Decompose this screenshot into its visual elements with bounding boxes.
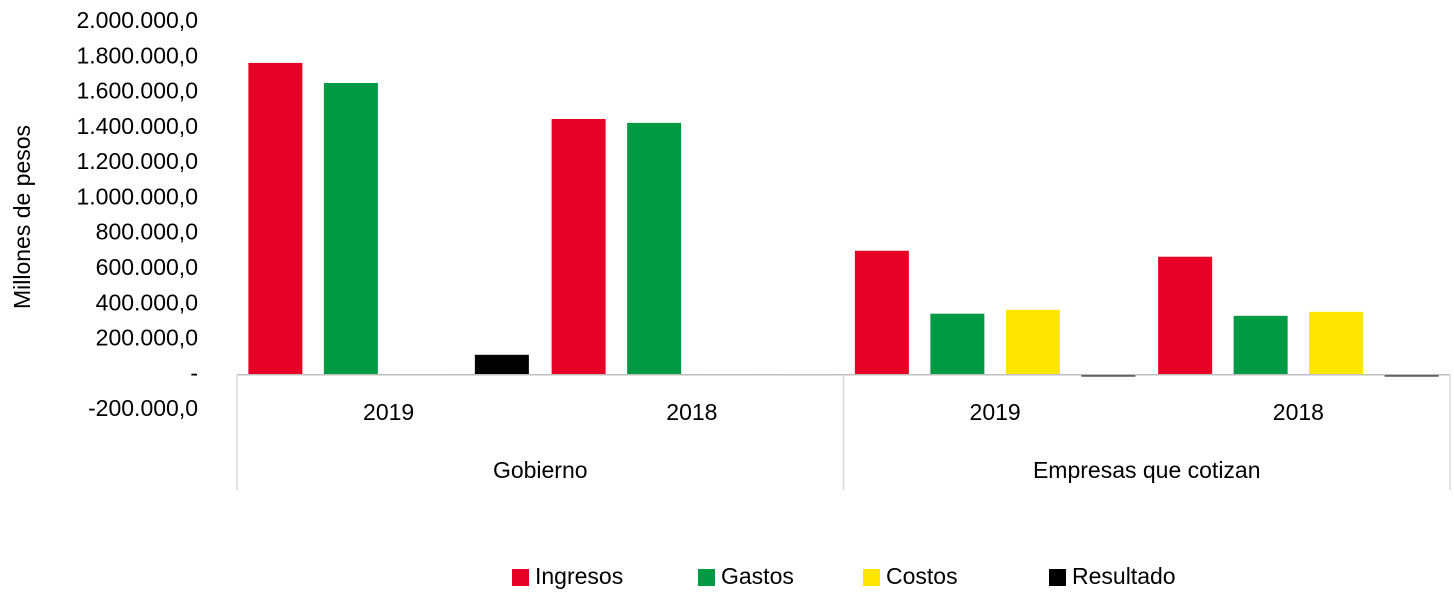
bar [854, 250, 909, 375]
bar [1005, 309, 1060, 375]
bar [1158, 256, 1213, 375]
y-tick-label: 2.000.000,0 [76, 7, 198, 33]
x-tick-label: 2018 [666, 399, 717, 425]
y-tick-label: 200.000,0 [96, 325, 198, 351]
y-tick-label: 1.600.000,0 [76, 78, 198, 104]
legend-swatch [863, 569, 880, 586]
bar [1233, 315, 1288, 375]
y-axis-label: Millones de pesos [9, 125, 35, 309]
bar [1309, 311, 1364, 375]
y-tick-label: 600.000,0 [96, 254, 198, 280]
y-tick-label: 1.000.000,0 [76, 183, 198, 209]
x-tick-label: 2018 [1273, 399, 1324, 425]
legend-label: Resultado [1072, 563, 1176, 589]
y-tick-label: 800.000,0 [96, 219, 198, 245]
y-tick-label: 1.800.000,0 [76, 42, 198, 68]
group-label: Gobierno [493, 457, 588, 483]
bar [1081, 374, 1136, 377]
legend-label: Ingresos [535, 563, 623, 589]
legend-swatch [698, 569, 715, 586]
bar [323, 83, 378, 375]
y-tick-label: -200.000,0 [88, 395, 198, 421]
y-tick-label: 1.200.000,0 [76, 148, 198, 174]
legend-label: Gastos [721, 563, 794, 589]
bar [248, 62, 303, 375]
x-tick-label: 2019 [970, 399, 1021, 425]
legend-swatch [1049, 569, 1066, 586]
bar [627, 122, 682, 375]
y-tick-label: 400.000,0 [96, 289, 198, 315]
bar [930, 313, 985, 375]
y-tick-label: - [190, 360, 198, 386]
bar [474, 354, 529, 375]
legend-swatch [512, 569, 529, 586]
group-label: Empresas que cotizan [1033, 457, 1261, 483]
y-tick-label: 1.400.000,0 [76, 113, 198, 139]
x-tick-label: 2019 [363, 399, 414, 425]
bar [1384, 374, 1439, 377]
legend-label: Costos [886, 563, 958, 589]
bar [551, 119, 606, 375]
